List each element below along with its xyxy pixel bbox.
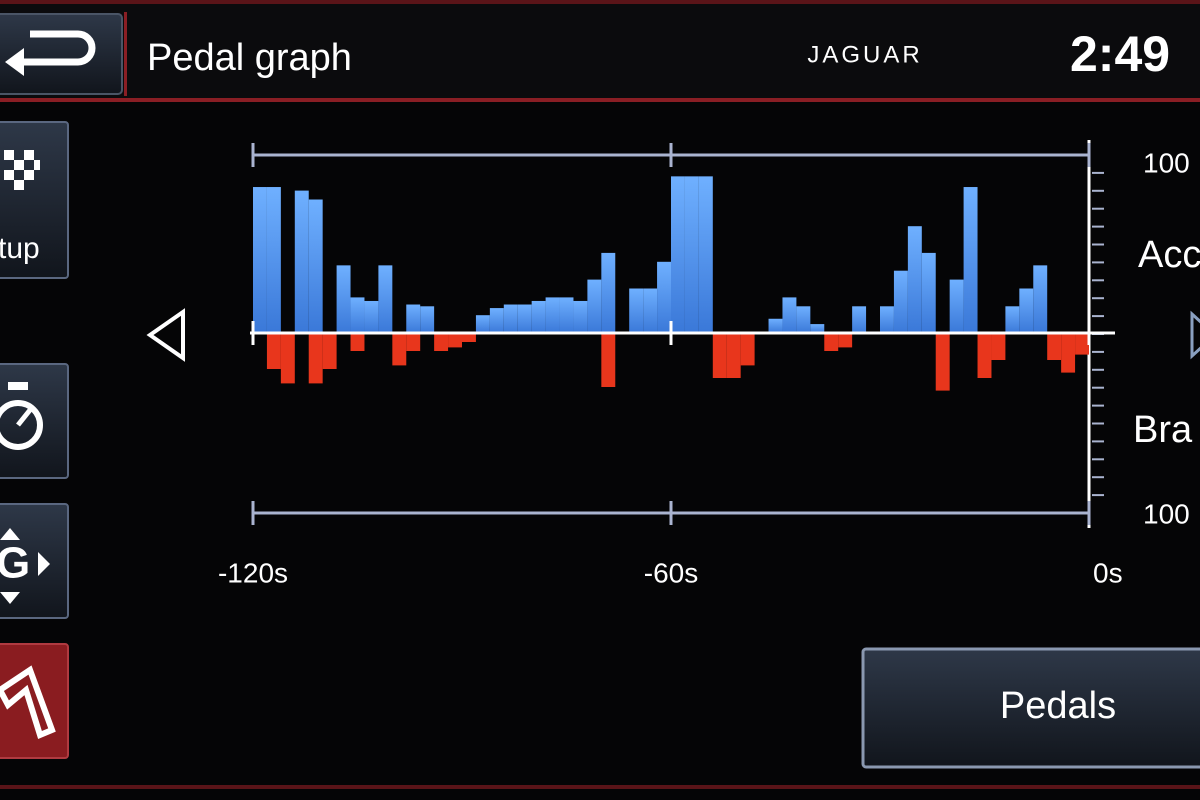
accel-bar xyxy=(1005,306,1020,333)
series-label: Bra xyxy=(1133,409,1193,451)
accel-bar xyxy=(294,190,309,333)
brake-bar xyxy=(977,333,992,378)
brake-bar xyxy=(601,333,616,387)
accel-bar xyxy=(643,288,658,333)
accel-bar xyxy=(266,187,281,333)
clock: 2:49 xyxy=(1070,26,1170,82)
accel-bar xyxy=(671,176,685,333)
dynamic-button[interactable] xyxy=(0,643,69,759)
accel-bar xyxy=(406,304,421,333)
brake-bar xyxy=(740,333,755,366)
bottom-rule xyxy=(0,785,1200,789)
accel-bar xyxy=(336,265,351,333)
brake-bar xyxy=(1047,333,1062,360)
brake-bar xyxy=(462,333,476,342)
accel-bar xyxy=(489,308,504,333)
brake-bar xyxy=(838,333,853,348)
accel-bar xyxy=(475,315,490,333)
accel-bar xyxy=(253,187,267,333)
brand: JAGUAR xyxy=(807,41,922,68)
y-tick-label: 100 xyxy=(1143,147,1190,178)
brake-bar xyxy=(1061,333,1076,373)
accel-bar xyxy=(629,288,644,333)
timer-button[interactable] xyxy=(0,363,69,479)
accel-bar xyxy=(963,187,978,333)
pedals-button[interactable] xyxy=(861,647,1200,769)
accel-bar xyxy=(559,297,574,333)
accel-bar xyxy=(852,306,867,333)
accel-bar xyxy=(1019,288,1034,333)
brake-bar xyxy=(991,333,1006,360)
setup-button[interactable] xyxy=(0,121,69,279)
accel-bar xyxy=(768,318,783,333)
accel-bar xyxy=(921,252,936,333)
accel-bar xyxy=(698,176,713,333)
accel-bar xyxy=(907,226,922,333)
accel-bar xyxy=(545,297,560,333)
prev-arrow[interactable] xyxy=(146,308,185,362)
accel-bar xyxy=(949,279,964,333)
accel-bar xyxy=(350,297,365,333)
accel-bar xyxy=(503,304,518,333)
g-force-button[interactable]: G xyxy=(0,503,69,619)
back-button[interactable] xyxy=(0,13,123,95)
accel-bar xyxy=(364,300,379,333)
header-bar xyxy=(0,0,1200,100)
accel-bar xyxy=(308,199,323,333)
accel-bar xyxy=(893,270,908,333)
brake-bar xyxy=(448,333,462,348)
x-tick-label: -60s xyxy=(644,557,698,588)
accel-bar xyxy=(796,306,811,333)
brake-bar xyxy=(392,333,407,366)
accel-bar xyxy=(573,300,588,333)
header-rule xyxy=(0,98,1200,102)
brake-bar xyxy=(280,333,295,384)
series-label: Acc xyxy=(1138,234,1200,276)
brake-bar xyxy=(935,333,950,391)
accel-bar xyxy=(684,176,699,333)
brake-bar xyxy=(350,333,365,351)
next-arrow[interactable] xyxy=(1190,310,1200,360)
accel-bar xyxy=(587,279,602,333)
page-title: Pedal graph xyxy=(147,37,352,79)
accel-bar xyxy=(420,306,435,333)
accel-bar xyxy=(601,252,616,333)
brake-bar xyxy=(406,333,421,351)
accel-bar xyxy=(531,300,546,333)
x-tick-label: 0s xyxy=(1093,557,1123,588)
brake-bar xyxy=(308,333,323,384)
brake-bar xyxy=(322,333,337,369)
accel-bar xyxy=(1033,265,1048,333)
setup-label: tup xyxy=(0,232,40,265)
accel-bar xyxy=(378,265,393,333)
x-tick-label: -120s xyxy=(218,557,288,588)
accel-bar xyxy=(810,324,825,333)
brake-bar xyxy=(726,333,741,378)
brake-bar xyxy=(712,333,727,378)
accel-bar xyxy=(517,304,532,333)
header-divider xyxy=(124,12,127,96)
accel-bar xyxy=(880,306,894,333)
svg-text:G: G xyxy=(0,539,30,588)
brake-bar xyxy=(266,333,281,369)
top-rule xyxy=(0,0,1200,4)
accel-bar xyxy=(657,261,671,333)
pedals-label: Pedals xyxy=(1000,685,1116,727)
y2-tick-label: 100 xyxy=(1143,498,1190,529)
brake-bar xyxy=(434,333,449,351)
accel-bar xyxy=(782,297,797,333)
brake-bar xyxy=(824,333,839,351)
brake-bar xyxy=(1075,333,1089,355)
